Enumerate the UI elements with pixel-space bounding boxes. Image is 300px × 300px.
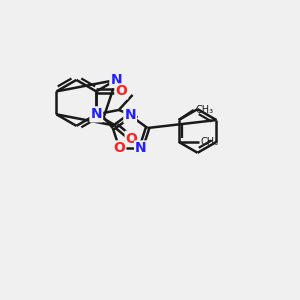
Text: O: O [113,141,125,155]
Text: N: N [135,141,147,155]
Text: CH₃: CH₃ [195,105,213,115]
Text: O: O [126,132,137,146]
Text: N: N [124,108,136,122]
Text: O: O [116,84,127,98]
Text: N: N [110,73,122,87]
Text: CH₃: CH₃ [200,137,218,147]
Text: N: N [91,107,102,122]
